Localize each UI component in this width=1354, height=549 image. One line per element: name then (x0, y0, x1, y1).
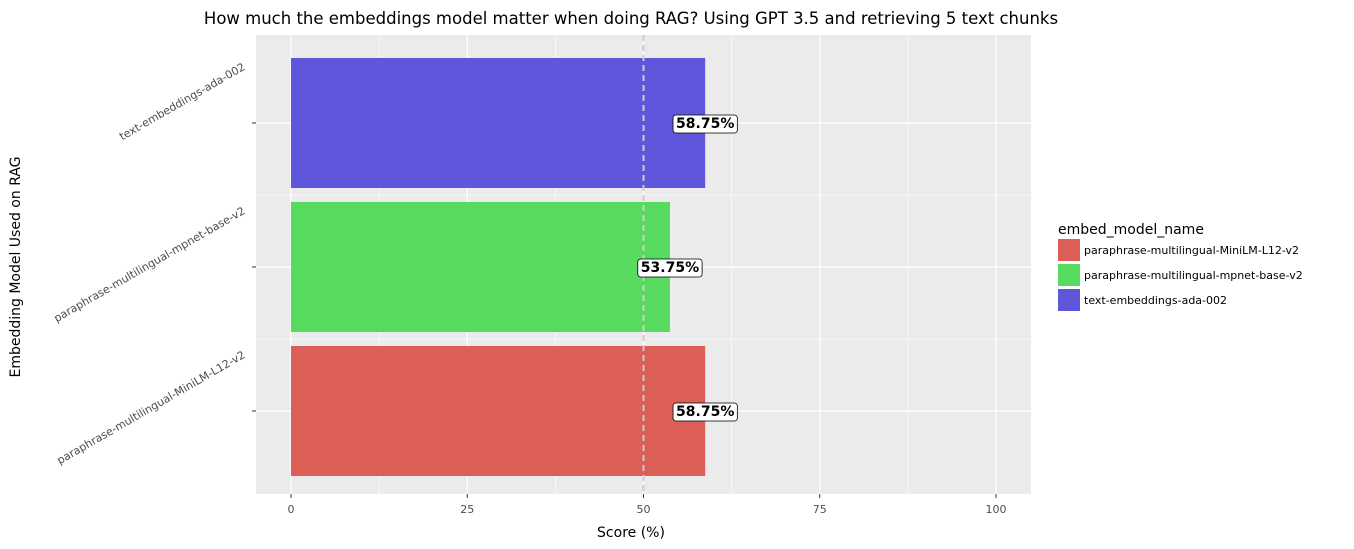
chart-title: How much the embeddings model matter whe… (204, 9, 1058, 28)
data-label: 58.75% (672, 402, 738, 422)
y-tick-label: paraphrase-multilingual-mpnet-base-v2 (52, 204, 248, 325)
legend-swatch (1058, 289, 1080, 311)
bar (291, 202, 670, 332)
x-tick-label: 100 (986, 503, 1007, 516)
data-label-text: 58.75% (676, 116, 734, 132)
legend-label: paraphrase-multilingual-MiniLM-L12-v2 (1084, 244, 1299, 257)
data-label: 58.75% (672, 114, 738, 134)
legend: embed_model_name paraphrase-multilingual… (1058, 222, 1303, 311)
x-axis-title: Score (%) (597, 525, 665, 541)
legend-title: embed_model_name (1058, 222, 1204, 238)
y-axis: paraphrase-multilingual-MiniLM-L12-v2 par… (52, 60, 256, 467)
y-axis-title: Embedding Model Used on RAG (8, 156, 24, 377)
data-labels: 58.75% 53.75% 58.75% (637, 114, 738, 422)
bar (291, 346, 706, 476)
y-tick-label: paraphrase-multilingual-MiniLM-L12-v2 (55, 348, 248, 467)
bar (291, 58, 706, 188)
y-tick-label: text-embeddings-ada-002 (117, 60, 247, 143)
x-tick-label: 75 (813, 503, 827, 516)
legend-label: paraphrase-multilingual-mpnet-base-v2 (1084, 269, 1303, 282)
x-tick-label: 50 (637, 503, 651, 516)
data-label-text: 58.75% (676, 404, 734, 420)
x-axis: 0 25 50 75 100 (288, 494, 1007, 516)
legend-label: text-embeddings-ada-002 (1084, 294, 1227, 307)
legend-swatch (1058, 264, 1080, 286)
data-label-text: 53.75% (641, 260, 699, 276)
bars (291, 58, 706, 476)
x-tick-label: 25 (460, 503, 474, 516)
x-tick-label: 0 (288, 503, 295, 516)
data-label: 53.75% (637, 258, 703, 278)
legend-swatch (1058, 239, 1080, 261)
